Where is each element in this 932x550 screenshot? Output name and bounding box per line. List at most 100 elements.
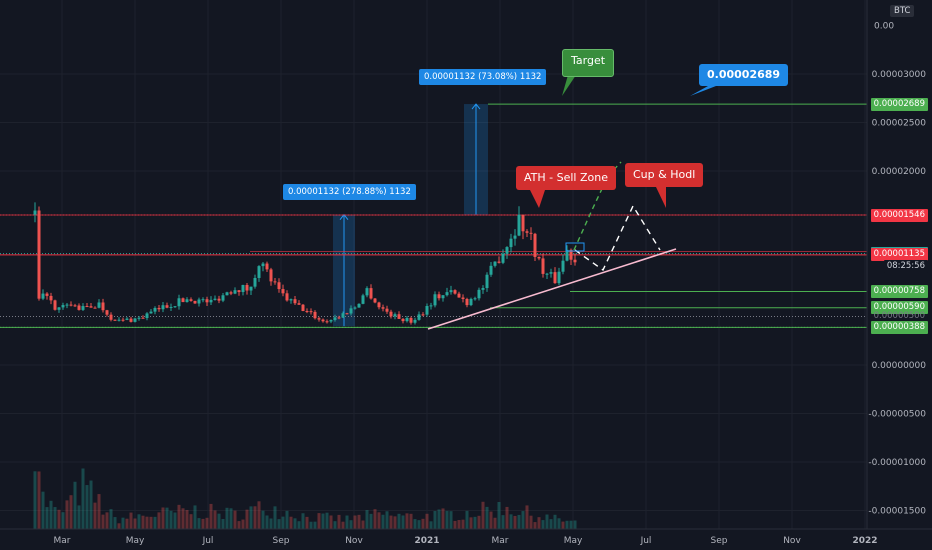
volume-bar — [237, 521, 241, 529]
candle-body — [169, 306, 173, 308]
volume-bar — [389, 515, 393, 529]
volume-bar — [445, 510, 449, 529]
candle-body — [561, 260, 565, 272]
candle-body — [517, 214, 521, 236]
ath-sell-zone-callout[interactable]: ATH - Sell Zone — [516, 166, 616, 190]
volume-bar — [141, 515, 145, 529]
price-tag-support-3[interactable]: 0.00000500 — [873, 311, 925, 321]
price-axis[interactable]: 0.00003000 0.00002500 0.00002000 0.00000000… — [868, 22, 926, 517]
volume-bar — [129, 512, 133, 529]
candle-body — [445, 292, 449, 296]
price-tag-support-1[interactable]: 0.00000758 — [870, 284, 928, 298]
price-tag-support-4[interactable]: 0.00000388 — [870, 320, 928, 334]
volume-bar — [285, 510, 289, 529]
volume-bar — [477, 515, 481, 529]
volume-bar — [385, 511, 389, 529]
volume-bar — [157, 512, 161, 529]
white-projection-path — [574, 204, 661, 272]
candle-body — [157, 307, 161, 310]
price-tag-support-2[interactable]: 0.00000590 — [870, 301, 928, 315]
candle-body — [421, 314, 425, 316]
candle-body — [305, 311, 309, 313]
x-tick-label: Jul — [202, 536, 214, 546]
volume-bar — [409, 513, 413, 529]
price-tag-ath-resistance[interactable]: 0.00001546 — [870, 208, 928, 222]
candle-body — [93, 307, 97, 309]
x-tick-label: Mar — [492, 536, 509, 546]
volume-bar — [557, 518, 561, 529]
volume-bar — [221, 519, 225, 529]
volume-bar — [161, 507, 165, 529]
candle-body — [49, 295, 53, 301]
volume-bar — [317, 513, 321, 529]
candle-body — [105, 310, 109, 315]
price-tag-target[interactable]: 0.00002689 — [870, 97, 928, 111]
volume-bar — [521, 511, 525, 529]
volume-bar — [89, 480, 93, 529]
volume-bar — [349, 520, 353, 529]
volume-bar — [329, 515, 333, 529]
candle-body — [373, 298, 377, 303]
candle-body — [461, 297, 465, 299]
volume-bar — [529, 515, 533, 529]
candles — [33, 202, 577, 325]
cup-hodl-callout[interactable]: Cup & Hodl — [625, 163, 704, 187]
candle-body — [309, 311, 313, 313]
volume-bar — [97, 494, 101, 529]
volume-bar — [573, 520, 577, 529]
volume-bar — [145, 516, 149, 529]
candle-body — [333, 317, 337, 321]
candle-body — [201, 299, 205, 301]
volume-bar — [473, 516, 477, 529]
volume-bar — [333, 521, 337, 529]
volume-bar — [533, 522, 537, 529]
volume-bar — [421, 518, 425, 529]
volume-bar — [49, 500, 53, 529]
volume-bar — [53, 507, 57, 529]
time-axis[interactable]: Mar May Jul Sep Nov 2021 Mar May Jul Sep Nov 2022 — [54, 536, 878, 546]
measure-label-2[interactable]: 0.00001132 (73.08%) 1132 — [419, 69, 547, 85]
volume-bar — [305, 516, 309, 529]
candle-body — [173, 306, 177, 308]
volume-bar — [73, 481, 77, 529]
volume-bars — [33, 468, 577, 529]
volume-bar — [381, 514, 385, 529]
volume-bar — [257, 501, 261, 529]
volume-bar — [193, 505, 197, 529]
volume-bar — [173, 512, 177, 529]
candle-body — [433, 294, 437, 306]
volume-bar — [297, 521, 301, 529]
candle-body — [265, 263, 269, 270]
y-tick-label: 0.00002000 — [872, 167, 927, 177]
volume-bar — [325, 512, 329, 529]
volume-bar — [353, 515, 357, 529]
currency-badge[interactable]: BTC — [890, 5, 915, 17]
target-value-callout[interactable]: 0.00002689 — [699, 64, 789, 86]
volume-bar — [565, 520, 569, 529]
volume-bar — [545, 514, 549, 529]
candle-body — [217, 298, 221, 301]
volume-bar — [37, 471, 41, 529]
candle-body — [493, 261, 497, 266]
candle-body — [409, 317, 413, 323]
candle-body — [509, 238, 513, 248]
candle-body — [229, 292, 233, 294]
price-tag-previous-close[interactable]: 0.00001135 — [870, 248, 928, 262]
candle-body — [505, 247, 509, 254]
candle-body — [545, 273, 549, 275]
measure-label-1[interactable]: 0.00001132 (278.88%) 1132 — [283, 184, 416, 200]
volume-bar — [341, 521, 345, 529]
candle-body — [277, 282, 281, 290]
volume-bar — [525, 505, 529, 529]
volume-bar — [485, 506, 489, 529]
volume-bar — [497, 501, 501, 529]
target-callout[interactable]: Target — [562, 49, 615, 77]
candle-body — [65, 304, 69, 306]
volume-bar — [337, 514, 341, 529]
volume-bar — [277, 519, 281, 529]
candle-body — [485, 274, 489, 289]
volume-bar — [345, 515, 349, 529]
cup-pointer — [656, 187, 666, 208]
